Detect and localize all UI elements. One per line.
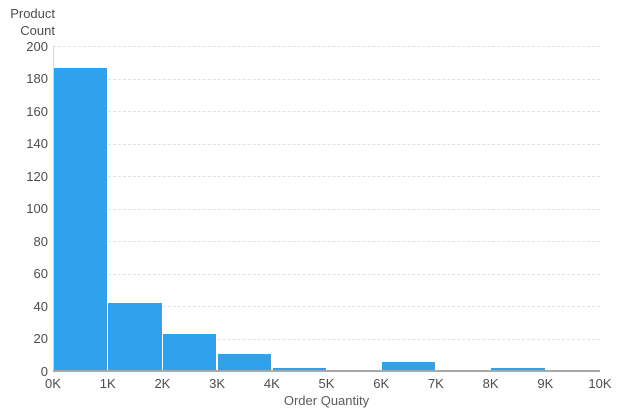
y-tick-20: 20 [33,331,48,346]
bar-1K-2K[interactable] [108,303,162,370]
y-tick-160: 160 [26,103,48,119]
x-tick-7K: 7K [427,376,444,391]
y-tick-labels: 0 20 40 60 80 100 120 140 160 180 200 [0,39,48,379]
gridline-y-160 [53,111,600,112]
y-tick-0: 0 [40,363,48,379]
gridline-y-80 [53,241,600,242]
x-tick-2K: 2K [154,376,171,391]
y-axis-title: Product Count [10,6,55,38]
x-axis-title: Order Quantity [283,393,370,408]
bar-3K-4K[interactable] [217,353,272,370]
y-tick-180: 180 [26,71,48,86]
y-tick-140: 140 [26,136,48,151]
x-tick-5K: 5K [318,376,335,391]
gridline-y-40 [53,306,600,307]
y-tick-60: 60 [33,266,48,281]
bar-6K-7K[interactable] [381,361,436,370]
bar-8K-9K[interactable] [491,368,545,370]
x-tick-6K: 6K [373,376,390,391]
plot-area [53,46,600,372]
x-axis-line [53,370,600,372]
y-tick-120: 120 [26,168,48,184]
x-tick-0K: 0K [45,376,61,391]
x-tick-1K: 1K [99,376,116,391]
bar-2K-3K[interactable] [163,334,217,370]
gridline-y-180 [53,78,600,80]
y-tick-80: 80 [33,233,48,249]
gridline-y-120 [53,176,600,177]
x-tick-3K: 3K [209,376,226,391]
y-tick-40: 40 [33,298,48,314]
y-tick-200: 200 [26,38,48,54]
x-tick-10K: 10K [588,376,612,391]
gridline-y-20 [53,338,600,340]
gridline-y-60 [53,273,600,275]
y-axis-line [53,46,54,371]
x-tick-labels: 0K 1K 2K 3K 4K 5K 6K 7K 8K 9K 10K [45,376,612,392]
gridline-y-200 [53,46,600,47]
x-tick-4K: 4K [263,376,280,391]
x-tick-8K: 8K [482,376,499,391]
x-tick-9K: 9K [537,376,554,391]
gridline-y-100 [53,208,600,210]
bar-4K-5K[interactable] [272,368,326,370]
y-tick-100: 100 [26,201,48,216]
bar-0K-1K[interactable] [53,67,107,370]
gridline-y-140 [53,143,600,145]
